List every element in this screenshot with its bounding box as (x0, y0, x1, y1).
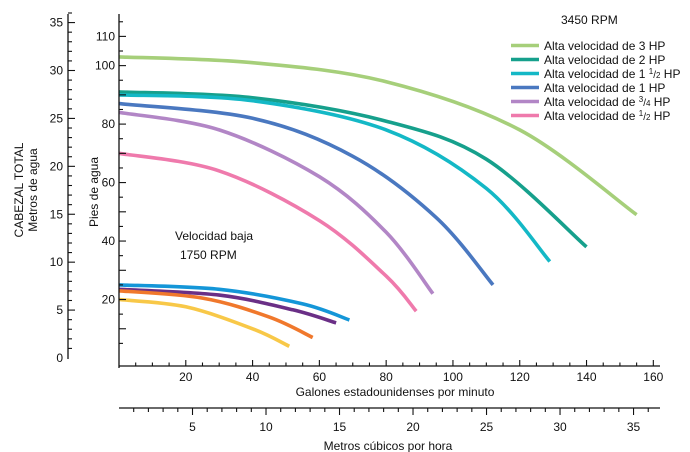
x-axis-gpm-title: Galones estadounidenses por minuto (296, 385, 495, 399)
legend-label-1: Alta velocidad de 3 HP (544, 39, 665, 53)
y-axis-meters-title-line2: Metros de agua (26, 148, 40, 232)
y-meters-tick-label: 5 (56, 303, 63, 317)
x-gpm-tick-label: 100 (443, 370, 463, 384)
x-gpm-tick-label: 120 (510, 370, 530, 384)
legend-label-5: Alta velocidad de 3/4 HP (544, 95, 670, 109)
y-feet-tick-label: 110 (96, 29, 115, 43)
series-line-9 (118, 289, 314, 340)
x-gpm-tick-label: 140 (577, 370, 597, 384)
x-axis-m3h-title: Metros cúbicos por hora (324, 439, 453, 452)
y-meters-tick-label: 30 (50, 64, 64, 78)
series-line-7 (118, 283, 351, 322)
series-line-4 (118, 101, 495, 287)
y-feet-tick-label: 40 (102, 234, 116, 248)
y-feet-tick-label: 20 (102, 293, 116, 307)
x-gpm-tick-label: 60 (313, 370, 327, 384)
x-m3h-tick-label: 5 (189, 420, 196, 434)
series-line-8 (118, 287, 337, 325)
legend-label-4: Alta velocidad de 1 HP (544, 81, 665, 95)
x-m3h-tick-label: 15 (333, 420, 347, 434)
series-line-2 (118, 90, 588, 249)
x-gpm-tick-label: 80 (379, 370, 393, 384)
x-gpm-tick-label: 160 (643, 370, 663, 384)
curves (118, 55, 638, 348)
legend-label-6: Alta velocidad de 1/2 HP (544, 109, 670, 123)
low-speed-annotation-line1: Velocidad baja (175, 229, 253, 243)
low-speed-annotation-line2: 1750 RPM (180, 248, 237, 262)
y-meters-tick-label: 25 (50, 111, 64, 125)
series-line-10 (118, 297, 291, 348)
series-line-6 (118, 151, 418, 313)
x-gpm-tick-label: 40 (246, 370, 260, 384)
rpm-high-annotation: 3450 RPM (561, 13, 618, 27)
x-m3h-tick-label: 25 (480, 420, 494, 434)
x-gpm-tick-label: 20 (179, 370, 193, 384)
y-feet-tick-label: 80 (102, 117, 116, 131)
y-feet-tick-label: 100 (95, 59, 115, 73)
y-meters-tick-label: 15 (50, 207, 64, 221)
x-m3h-tick-label: 35 (627, 420, 641, 434)
series-line-1 (118, 55, 638, 217)
y-meters-tick-label: 20 (50, 159, 64, 173)
x-m3h-tick-label: 10 (259, 420, 273, 434)
legend-label-2: Alta velocidad de 2 HP (544, 53, 665, 67)
y-feet-tick-label: 60 (102, 176, 116, 190)
series-line-5 (118, 110, 435, 295)
y-axis-feet-title: Pies de agua (87, 157, 101, 227)
legend-label-3: Alta velocidad de 1 1/2 HP (544, 67, 680, 81)
x-m3h-tick-label: 20 (406, 420, 420, 434)
y-axis-meters-title-line1: CABEZAL TOTAL (12, 142, 26, 237)
y-meters-tick-label: 0 (56, 351, 63, 365)
series-line-3 (118, 93, 552, 263)
y-meters-tick-label: 35 (50, 16, 64, 30)
y-meters-tick-label: 10 (50, 255, 64, 269)
x-m3h-tick-label: 30 (553, 420, 567, 434)
